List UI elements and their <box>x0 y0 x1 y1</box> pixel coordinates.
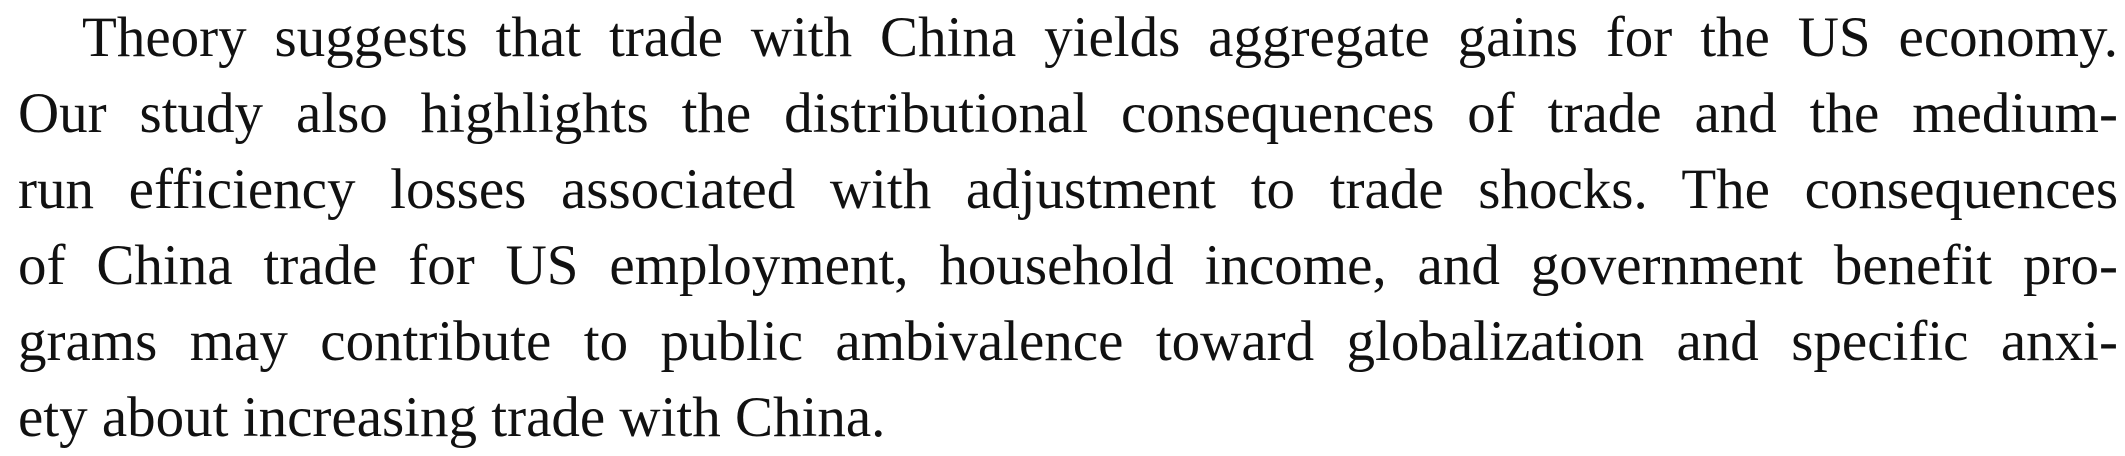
paragraph-line: ety about increasing trade with China. <box>18 386 886 449</box>
body-paragraph: Theory suggests that trade with China yi… <box>18 0 2118 456</box>
paragraph-line: run efficiency losses associated with ad… <box>18 158 2118 221</box>
paragraph-line: Theory suggests that trade with China yi… <box>82 6 2118 69</box>
paragraph-line: of China trade for US employment, househ… <box>18 234 2118 297</box>
paragraph-line: Our study also highlights the distributi… <box>18 82 2118 145</box>
paragraph-line: grams may contribute to public ambivalen… <box>18 310 2118 373</box>
